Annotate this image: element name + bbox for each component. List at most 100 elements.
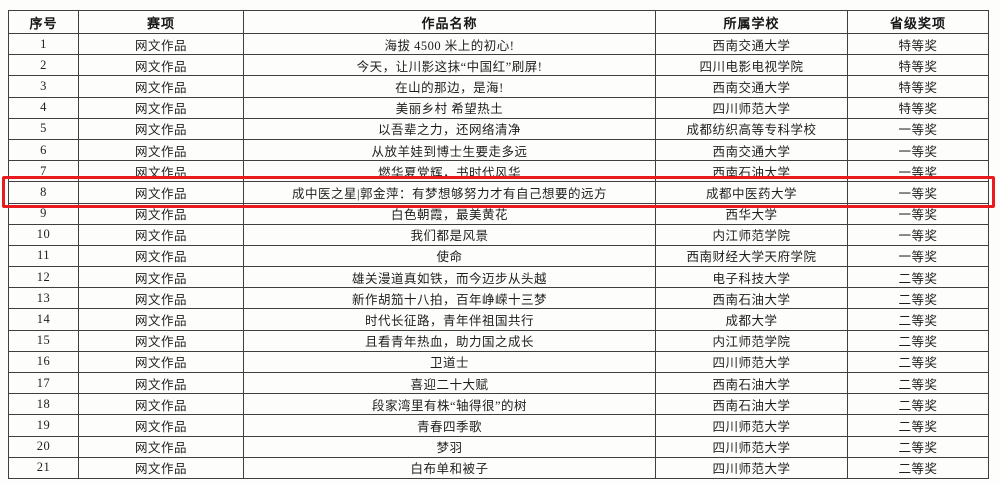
cell-award: 一等奖 [847,244,989,268]
cell-index: 8 [8,181,79,204]
cell-title: 美丽乡村 希望热土 [243,96,656,119]
cell-category: 网文作品 [78,138,244,162]
cell-category: 网文作品 [78,350,244,374]
cell-category: 网文作品 [78,308,244,331]
cell-award: 二等奖 [847,414,989,437]
table-row: 14 网文作品 时代长征路，青年伴祖国共行 成都大学 二等奖 [8,308,989,331]
cell-index: 5 [8,117,79,140]
cell-school: 西南石油大学 [655,160,848,183]
table-row: 20 网文作品 梦羽 四川师范大学 二等奖 [8,435,989,458]
cell-school: 西南交通大学 [655,75,848,98]
table-row: 13 网文作品 新作胡笳十八拍，百年峥嵘十三梦 西南石油大学 二等奖 [8,287,989,310]
cell-school: 成都中医药大学 [655,181,848,204]
table-row: 21 网文作品 白布单和被子 四川师范大学 二等奖 [8,456,989,479]
cell-school: 四川师范大学 [655,456,848,479]
cell-award: 一等奖 [847,160,989,183]
cell-title: 在山的那边，是海! [243,75,656,98]
cell-category: 网文作品 [78,287,244,310]
cell-category: 网文作品 [78,181,244,204]
cell-award: 特等奖 [847,54,989,77]
cell-index: 21 [8,456,79,479]
cell-title: 海拔 4500 米上的初心! [243,32,656,56]
cell-index: 2 [8,54,79,77]
cell-school: 成都纺织高等专科学校 [655,117,848,140]
cell-index: 11 [8,244,79,268]
cell-title: 白布单和被子 [243,456,656,479]
cell-category: 网文作品 [78,117,244,140]
cell-category: 网文作品 [78,32,244,56]
table-row: 1 网文作品 海拔 4500 米上的初心! 西南交通大学 特等奖 [8,32,989,56]
cell-title: 白色朝霞，最美黄花 [243,202,656,225]
table-row: 18 网文作品 段家湾里有株“轴得很”的树 西南石油大学 二等奖 [8,393,989,416]
cell-school: 西南石油大学 [655,287,848,310]
cell-category: 网文作品 [78,202,244,225]
cell-award: 一等奖 [847,117,989,140]
cell-title: 卫道士 [243,350,656,374]
table-row: 15 网文作品 且看青年热血，助力国之成长 内江师范学院 二等奖 [8,329,989,352]
cell-school: 内江师范学院 [655,223,848,246]
cell-award: 二等奖 [847,456,989,479]
cell-index: 10 [8,223,79,246]
cell-school: 西南交通大学 [655,32,848,56]
cell-index: 3 [8,75,79,98]
cell-school: 四川师范大学 [655,414,848,437]
cell-award: 二等奖 [847,435,989,458]
cell-school: 电子科技大学 [655,266,848,289]
cell-category: 网文作品 [78,160,244,183]
cell-title: 从放羊娃到博士生要走多远 [243,138,656,162]
cell-index: 18 [8,393,79,416]
cell-title: 燃华夏党辉，书时代风华 [243,160,656,183]
cell-title: 梦羽 [243,435,656,458]
cell-award: 二等奖 [847,266,989,289]
cell-award: 特等奖 [847,75,989,98]
table-row: 9 网文作品 白色朝霞，最美黄花 西华大学 一等奖 [8,202,989,225]
cell-award: 二等奖 [847,287,989,310]
cell-school: 四川师范大学 [655,96,848,119]
cell-award: 二等奖 [847,350,989,374]
cell-category: 网文作品 [78,329,244,352]
cell-award: 二等奖 [847,329,989,352]
table-row: 19 网文作品 青春四季歌 四川师范大学 二等奖 [8,414,989,437]
cell-title: 喜迎二十大赋 [243,371,656,395]
cell-index: 13 [8,287,79,310]
cell-school: 内江师范学院 [655,329,848,352]
table-row: 3 网文作品 在山的那边，是海! 西南交通大学 特等奖 [8,75,989,98]
cell-title: 以吾辈之力，还网络清净 [243,117,656,140]
cell-index: 7 [8,160,79,183]
cell-index: 15 [8,329,79,352]
cell-index: 20 [8,435,79,458]
award-table: 序号 赛项 作品名称 所属学校 省级奖项 1 网文作品 海拔 4500 米上的初… [8,10,989,479]
cell-index: 12 [8,266,79,289]
cell-category: 网文作品 [78,414,244,437]
cell-title: 且看青年热血，助力国之成长 [243,329,656,352]
cell-title: 雄关漫道真如铁，而今迈步从头越 [243,266,656,289]
cell-award: 二等奖 [847,371,989,395]
cell-category: 网文作品 [78,371,244,395]
cell-award: 二等奖 [847,308,989,331]
col-header-title: 作品名称 [243,10,656,34]
cell-title: 使命 [243,244,656,268]
cell-category: 网文作品 [78,54,244,77]
col-header-school: 所属学校 [655,10,848,34]
cell-category: 网文作品 [78,244,244,268]
cell-title: 我们都是风景 [243,223,656,246]
table-header: 序号 赛项 作品名称 所属学校 省级奖项 [8,10,989,34]
cell-school: 西南交通大学 [655,138,848,162]
table-body: 1 网文作品 海拔 4500 米上的初心! 西南交通大学 特等奖 2 网文作品 … [8,32,989,479]
cell-award: 一等奖 [847,181,989,204]
col-header-award: 省级奖项 [847,10,989,34]
cell-category: 网文作品 [78,393,244,416]
cell-award: 特等奖 [847,96,989,119]
cell-index: 6 [8,138,79,162]
cell-category: 网文作品 [78,456,244,479]
table-row: 8 网文作品 成中医之星|郭金萍：有梦想够努力才有自己想要的远方 成都中医药大学… [8,181,989,204]
table-row: 6 网文作品 从放羊娃到博士生要走多远 西南交通大学 一等奖 [8,138,989,162]
cell-school: 西南石油大学 [655,393,848,416]
cell-index: 16 [8,350,79,374]
cell-title: 时代长征路，青年伴祖国共行 [243,308,656,331]
cell-index: 14 [8,308,79,331]
table-row: 7 网文作品 燃华夏党辉，书时代风华 西南石油大学 一等奖 [8,160,989,183]
table-row: 10 网文作品 我们都是风景 内江师范学院 一等奖 [8,223,989,246]
cell-title: 青春四季歌 [243,414,656,437]
